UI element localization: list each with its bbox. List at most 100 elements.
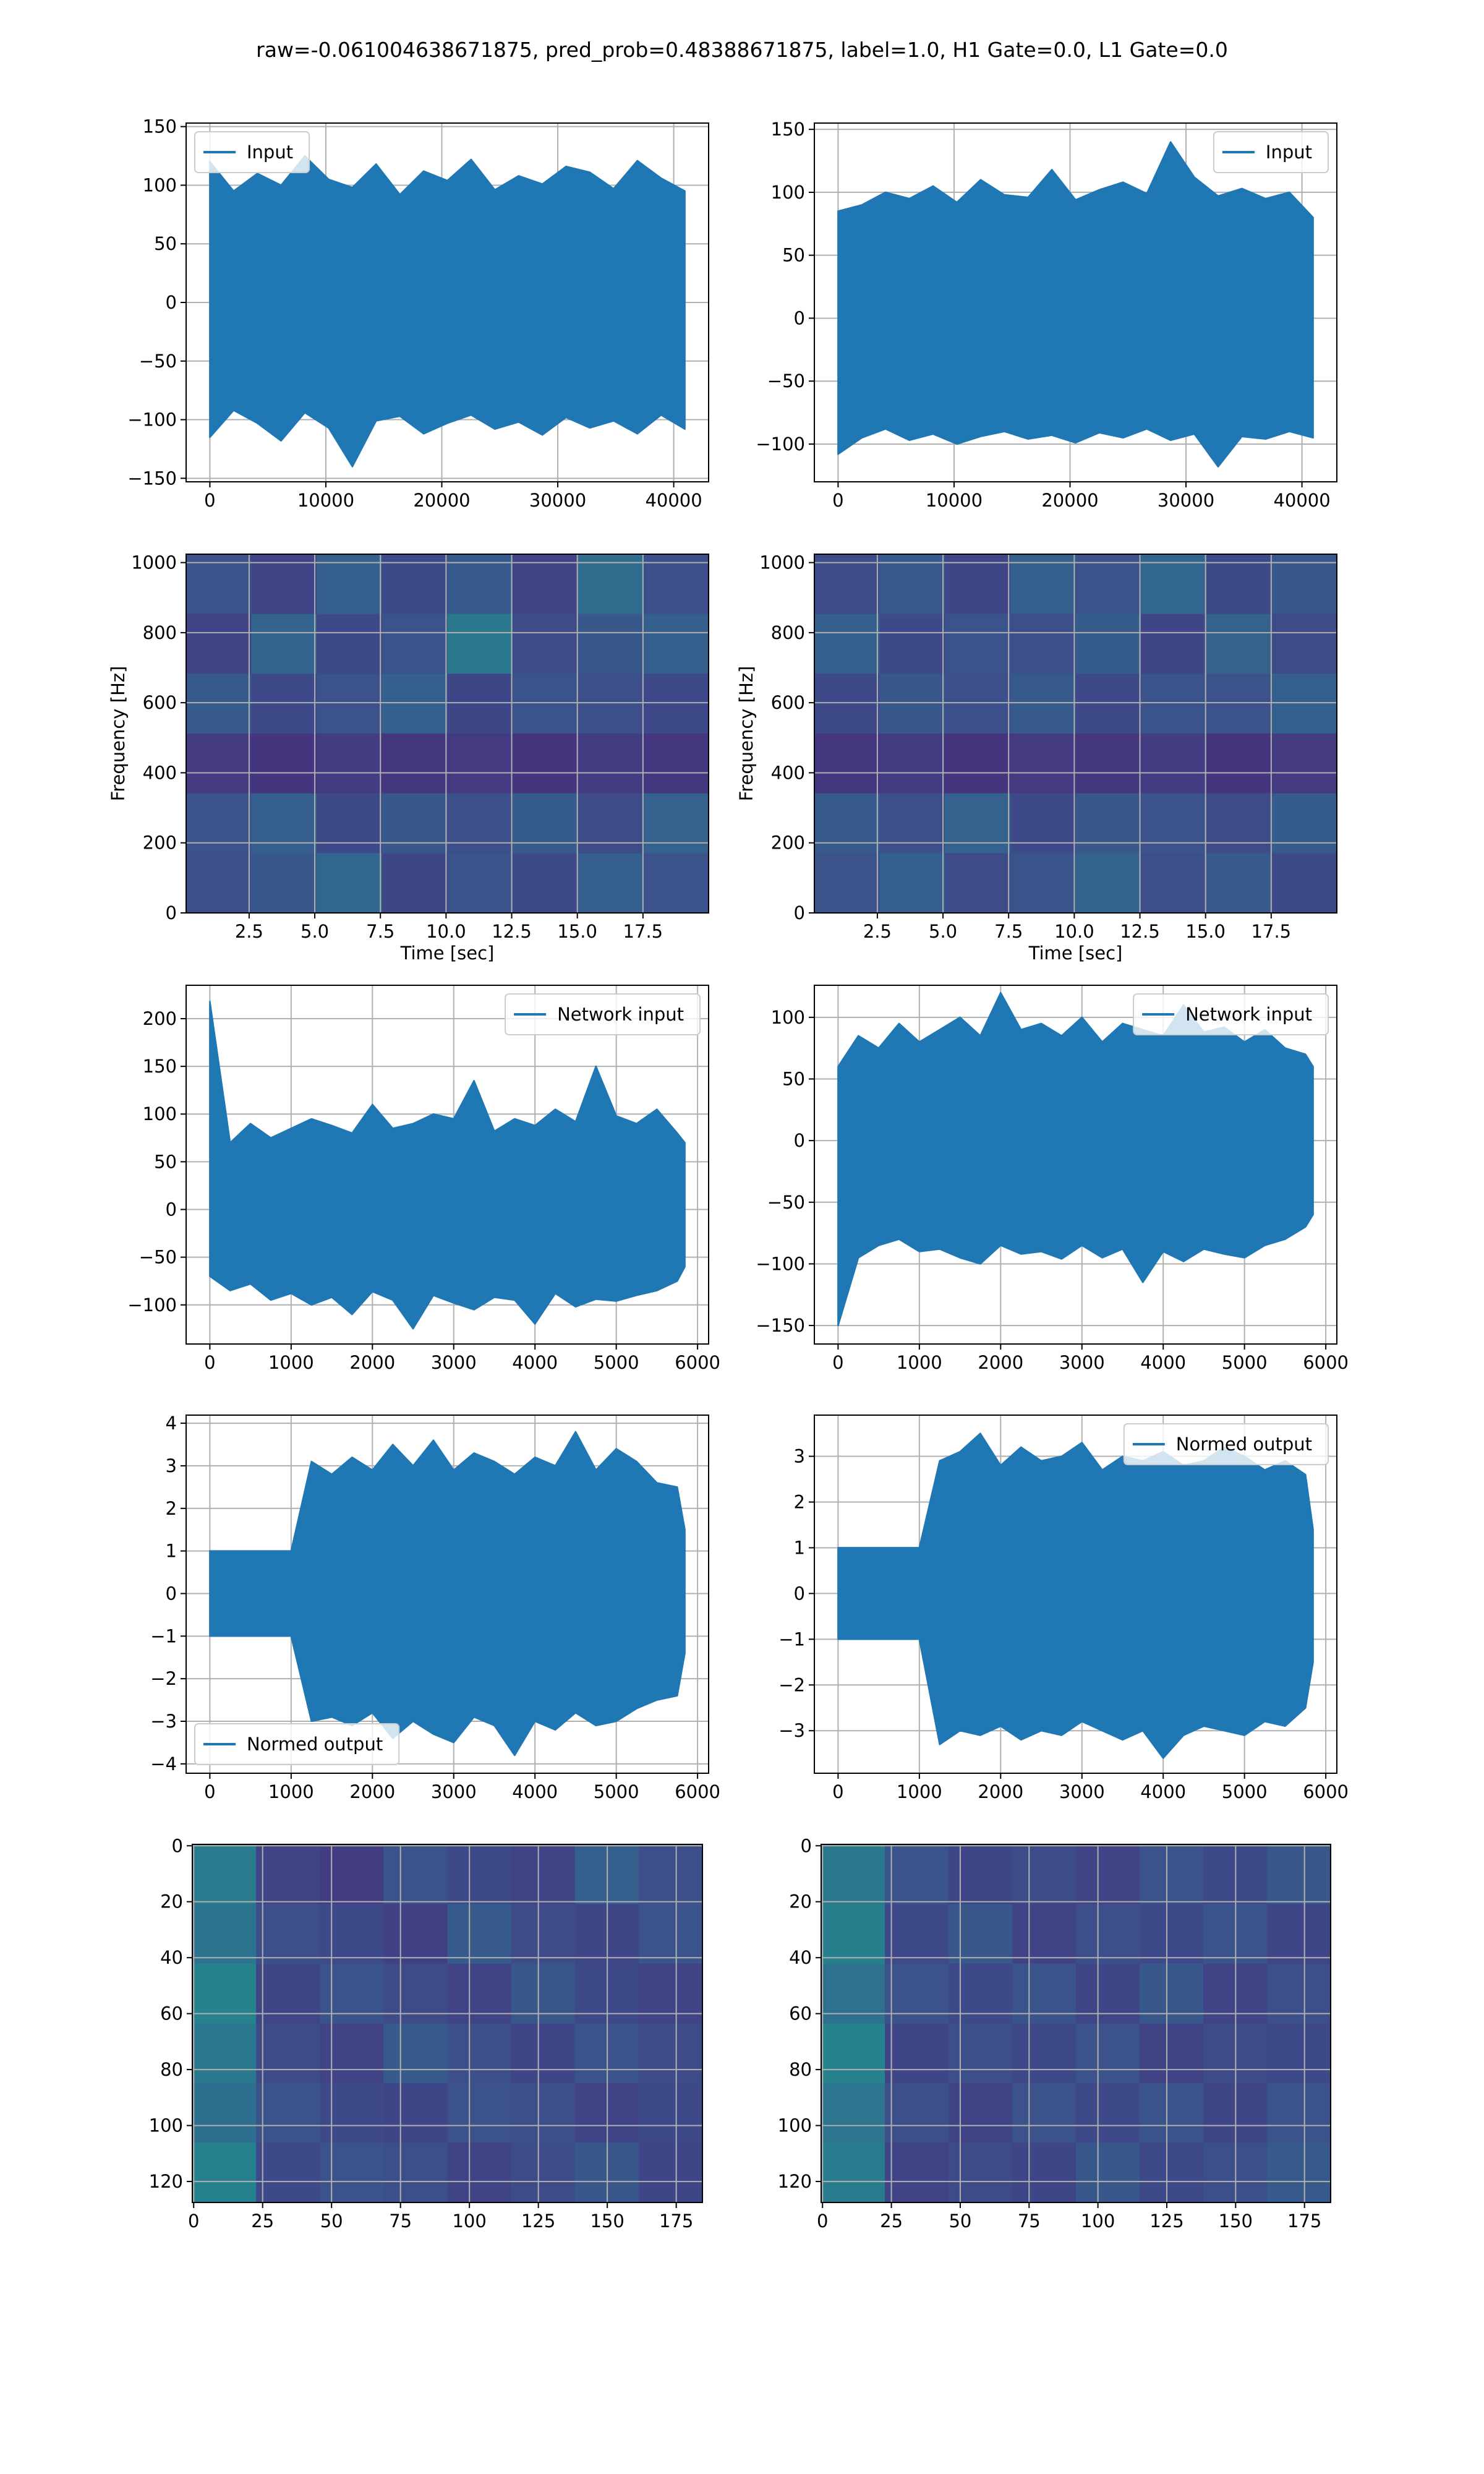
heatmap-cell — [821, 1844, 885, 1904]
heatmap-cell — [382, 674, 448, 734]
y-axis-label: Frequency [Hz] — [108, 666, 129, 802]
heatmap-cell — [186, 674, 252, 734]
heatmap-cell — [447, 793, 513, 854]
heatmap-cell — [1141, 853, 1207, 914]
heatmap-cell — [251, 853, 317, 914]
axes-frame — [186, 554, 709, 914]
heatmap-cell — [192, 2023, 257, 2084]
y-tick-label: 0 — [794, 307, 805, 328]
legend: Network input — [505, 993, 701, 1035]
x-tick-label: 15.0 — [1185, 921, 1226, 942]
heatmap-cell — [447, 1904, 512, 1964]
heatmap-cell — [251, 734, 317, 794]
heatmap-cell — [1267, 1844, 1331, 1904]
heatmap-cell — [1140, 2083, 1204, 2143]
y-tick-label: 20 — [160, 1891, 183, 1912]
y-tick-label: 150 — [143, 1056, 177, 1077]
grid — [192, 1844, 702, 2202]
legend-label: Network input — [1185, 1004, 1312, 1025]
heatmap-cell — [1076, 2083, 1140, 2143]
y-tick-label: 100 — [143, 1103, 177, 1124]
heatmap-cell — [945, 614, 1011, 674]
heatmap-cell — [814, 793, 881, 854]
grid — [821, 1844, 1331, 2202]
y-tick-label: −50 — [139, 1247, 177, 1268]
heatmap-cell — [320, 2142, 384, 2203]
x-tick-label: 0 — [188, 2211, 199, 2232]
heatmap-cell — [511, 1904, 576, 1964]
x-tick-label: 0 — [817, 2211, 828, 2232]
heatmap-cell — [578, 853, 644, 914]
x-tick-label: 6000 — [675, 1781, 720, 1802]
heatmap-cell — [447, 554, 513, 615]
legend-box — [1123, 1423, 1329, 1465]
heatmap-cell — [256, 2142, 320, 2203]
x-tick-label: 0 — [832, 1781, 843, 1802]
heatmap-cell — [320, 1964, 384, 2024]
heatmap-cell — [513, 674, 579, 734]
heatmap-cell — [879, 734, 945, 794]
heatmap-cell — [949, 1904, 1013, 1964]
heatmap-cell — [885, 2083, 949, 2143]
y-tick-label: −3 — [150, 1711, 177, 1732]
x-tick-label: 150 — [590, 2211, 624, 2232]
heatmap-cell — [1012, 2142, 1077, 2203]
x-tick-label: 3000 — [1059, 1352, 1105, 1373]
heatmap-cell — [949, 2083, 1013, 2143]
heatmap-cell — [513, 554, 579, 615]
legend-box — [1133, 993, 1329, 1035]
x-tick-label: 30000 — [1158, 490, 1214, 511]
y-tick-label: −50 — [767, 1192, 805, 1213]
heatmap-cell — [256, 2083, 320, 2143]
heatmap-cell — [1140, 1964, 1204, 2024]
heatmap-cell — [949, 2142, 1013, 2203]
x-tick-label: 4000 — [1140, 1781, 1186, 1802]
heatmap-cell — [879, 674, 945, 734]
heatmap-cell — [643, 734, 709, 794]
x-tick-label: 10000 — [926, 490, 983, 511]
axes-frame — [186, 1415, 709, 1774]
x-tick-label: 7.5 — [994, 921, 1023, 942]
x-axis-label: Time [sec] — [1028, 943, 1123, 964]
figure-title: raw=-0.061004638671875, pred_prob=0.4838… — [256, 38, 1228, 62]
x-tick-label: 175 — [659, 2211, 693, 2232]
heatmap-cell — [578, 734, 644, 794]
heatmap-cell — [320, 2023, 384, 2084]
heatmap-cell — [638, 1904, 703, 1964]
y-tick-label: 0 — [794, 1130, 805, 1151]
x-tick-label: 1000 — [268, 1352, 314, 1373]
heatmap — [186, 554, 709, 914]
y-tick-label: 120 — [778, 2171, 812, 2192]
x-tick-label: 6000 — [675, 1352, 720, 1373]
heatmap-cell — [511, 2023, 576, 2084]
heatmap-cell — [1141, 614, 1207, 674]
x-tick-label: 15.0 — [557, 921, 597, 942]
heatmap-cell — [1010, 554, 1076, 615]
heatmap-cell — [251, 614, 317, 674]
signal-envelope — [209, 1000, 686, 1330]
heatmap-cell — [1075, 674, 1141, 734]
heatmap-cell — [638, 1844, 703, 1904]
x-tick-label: 125 — [1149, 2211, 1183, 2232]
x-tick-label: 40000 — [645, 490, 702, 511]
heatmap-cell — [251, 793, 317, 854]
axes-frame — [186, 985, 709, 1345]
y-tick-label: 0 — [801, 1835, 812, 1856]
signal-envelope — [837, 141, 1314, 468]
heatmap-cell — [1206, 793, 1272, 854]
y-tick-label: 1000 — [759, 552, 805, 573]
y-tick-label: 0 — [166, 1199, 177, 1220]
heatmap-cell — [1012, 1964, 1077, 2024]
y-tick-label: −100 — [127, 1295, 177, 1316]
y-tick-label: −4 — [150, 1753, 177, 1774]
y-tick-label: 800 — [771, 622, 805, 643]
heatmap — [821, 1844, 1331, 2203]
heatmap-cell — [383, 2142, 448, 2203]
heatmap-cell — [879, 614, 945, 674]
heatmap-cell — [578, 554, 644, 615]
heatmap-cell — [511, 2083, 576, 2143]
y-tick-label: 2 — [794, 1491, 805, 1512]
heatmap-cell — [814, 734, 881, 794]
heatmap-cell — [192, 1964, 257, 2024]
x-tick-label: 4000 — [512, 1352, 558, 1373]
